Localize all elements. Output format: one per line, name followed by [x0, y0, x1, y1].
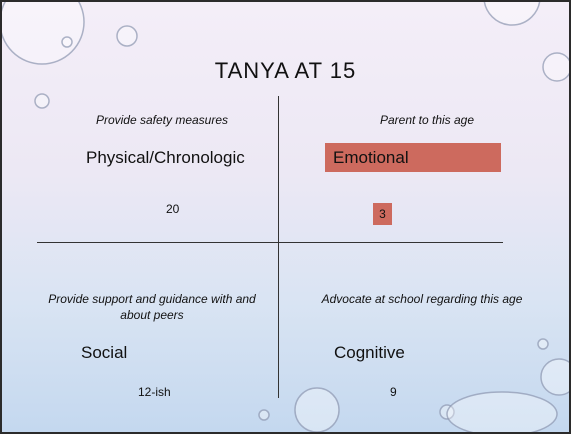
label: Social: [81, 343, 127, 363]
value: 20: [166, 202, 179, 216]
value: 12-ish: [138, 385, 171, 399]
vertical-divider: [278, 96, 279, 398]
note: Parent to this age: [327, 112, 527, 128]
label: Emotional: [325, 143, 501, 172]
value: 9: [390, 385, 397, 399]
note: Provide support and guidance with and ab…: [32, 291, 272, 323]
title: TANYA AT 15: [2, 58, 569, 84]
label: Cognitive: [334, 343, 405, 363]
note: Advocate at school regarding this age: [292, 291, 552, 307]
note: Provide safety measures: [62, 112, 262, 128]
label: Physical/Chronologic: [86, 148, 245, 168]
slide: TANYA AT 15 Provide safety measures Phys…: [0, 0, 571, 434]
value: 3: [373, 203, 392, 225]
horizontal-divider: [37, 242, 503, 243]
